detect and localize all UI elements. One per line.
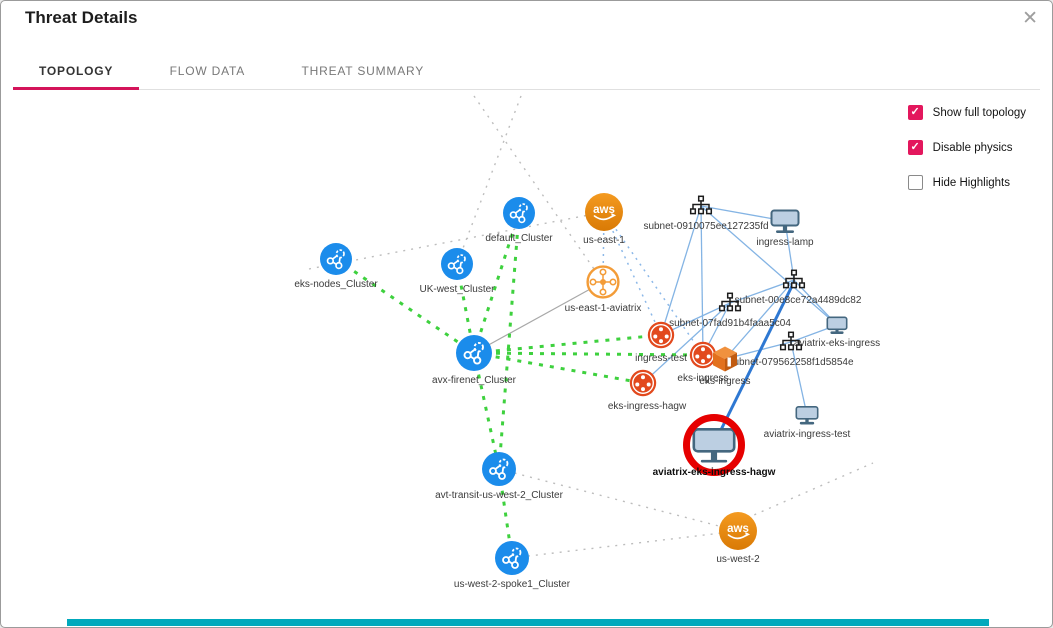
tab-threat-summary[interactable]: THREAT SUMMARY xyxy=(301,64,425,78)
tab-flow-data[interactable]: FLOW DATA xyxy=(169,64,246,78)
kubernetes-cluster-icon xyxy=(441,248,473,280)
checkbox-label: Disable physics xyxy=(932,141,1013,154)
kubernetes-cluster-icon xyxy=(320,243,352,275)
node-label: us-west-2-spoke1_Cluster xyxy=(453,579,571,590)
node-label: avt-transit-us-west-2_Cluster xyxy=(435,490,563,501)
subnet-icon xyxy=(782,269,806,289)
node-label: default_Cluster xyxy=(485,233,553,244)
ingress-pod-icon xyxy=(629,369,657,397)
edge-blueDot xyxy=(603,211,662,336)
edge-green xyxy=(473,333,662,355)
edge-green xyxy=(455,263,476,354)
edge-grayDash xyxy=(456,95,522,265)
edge-grayDash xyxy=(473,95,604,283)
node-label: eks-ingress xyxy=(677,372,729,384)
edge-grayDash xyxy=(498,468,739,532)
subnet-icon xyxy=(718,292,742,312)
edge-blue xyxy=(790,341,808,416)
edge-blueDot xyxy=(602,211,605,283)
node-label: ingress-test xyxy=(635,352,687,364)
tab-topology[interactable]: TOPOLOGY xyxy=(13,53,140,90)
monitor-icon xyxy=(795,405,819,425)
node-label: us-west-2 xyxy=(716,554,760,565)
edge-green xyxy=(497,212,521,470)
checkbox-disable-physics-checked[interactable]: ✓ xyxy=(907,140,923,155)
node-label: us-east-1 xyxy=(583,235,625,246)
svg-text:aws: aws xyxy=(593,204,615,216)
checkbox-label: Show full topology xyxy=(932,106,1026,119)
checkbox-hide-highlights-unchecked[interactable] xyxy=(907,175,923,190)
aws-icon: aws xyxy=(585,193,623,231)
edge-green xyxy=(473,351,704,357)
node-label: aviatrix-ingress-test xyxy=(763,428,851,440)
node-label: eks-ingress xyxy=(699,376,751,387)
checkbox-show-full-topology-checked[interactable]: ✓ xyxy=(907,105,923,120)
page-title: Threat Details xyxy=(25,8,138,27)
edge-grayDash xyxy=(511,530,739,559)
node-label: us-east-1-aviatrix xyxy=(564,303,642,314)
checkbox-label: Hide Highlights xyxy=(932,176,1011,189)
edge-blueDot xyxy=(603,211,704,356)
highlight-ring xyxy=(683,414,745,476)
subnet-icon xyxy=(689,195,713,215)
monitor-icon xyxy=(826,316,848,334)
tab-bar: TOPOLOGY FLOW DATA THREAT SUMMARY xyxy=(13,53,1040,90)
ingress-pod-icon xyxy=(647,321,675,349)
edge-blue xyxy=(700,205,838,326)
aviatrix-gateway-icon xyxy=(586,265,620,299)
svg-text:aws: aws xyxy=(727,523,749,535)
node-label: subnet-07fad91b4faaa5c04 xyxy=(669,317,791,329)
control-show-full-topology[interactable]: ✓ Show full topology xyxy=(907,105,1026,120)
node-label: eks-nodes_Cluster xyxy=(294,279,378,290)
node-label: aviatrix-eks-ingress xyxy=(793,338,881,349)
topology-controls: ✓ Show full topology ✓ Disable physics H… xyxy=(907,105,1026,210)
close-icon[interactable]: ✕ xyxy=(1022,8,1038,29)
node-label: eks-ingress-hagw xyxy=(607,400,687,412)
eks-icon xyxy=(713,346,737,372)
edge-blue xyxy=(724,279,795,360)
edge-gray xyxy=(473,281,604,354)
horizontal-scrollbar[interactable] xyxy=(67,619,989,626)
edge-blue xyxy=(642,302,731,384)
edge-green xyxy=(473,351,644,385)
kubernetes-cluster-icon xyxy=(482,452,516,486)
node-label: UK-west_Cluster xyxy=(419,284,495,295)
node-label: avx-firenet_Cluster xyxy=(432,375,516,386)
subnet-icon xyxy=(779,331,803,351)
kubernetes-cluster-icon xyxy=(503,197,535,229)
kubernetes-cluster-icon xyxy=(495,541,529,575)
node-label: subnet-0910075ee127235fd xyxy=(643,220,769,232)
control-hide-highlights[interactable]: Hide Highlights xyxy=(907,175,1026,190)
node-label: subnet-079562258f1d5854e xyxy=(728,356,854,368)
node-label: aviatrix-eks-ingress-hagw xyxy=(652,466,776,478)
aws-icon: aws xyxy=(719,512,757,550)
node-label: subnet-00e8ce72a4489dc82 xyxy=(734,294,862,306)
edge-blue xyxy=(660,205,702,336)
kubernetes-cluster-icon xyxy=(456,335,492,371)
monitor-icon xyxy=(770,209,800,233)
edge-blue xyxy=(700,205,704,356)
control-disable-physics[interactable]: ✓ Disable physics xyxy=(907,140,1026,155)
edge-green xyxy=(472,212,521,354)
node-label: ingress-lamp xyxy=(756,237,814,248)
